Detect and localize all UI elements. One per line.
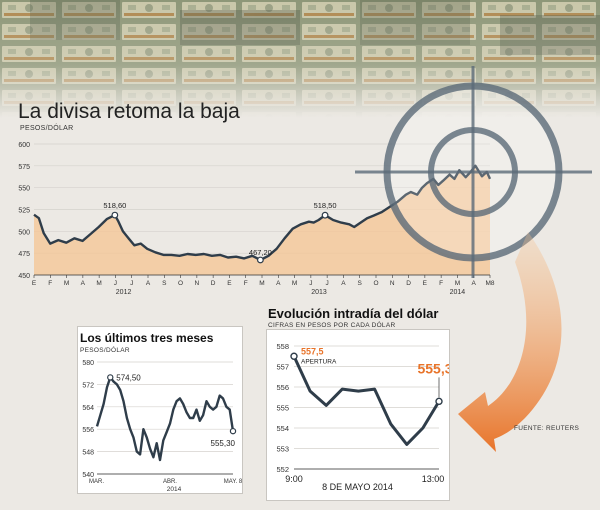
main-annotation-marker [111, 211, 119, 219]
left-ytick-label: 564 [82, 405, 94, 412]
main-xtick-label: O [373, 280, 378, 287]
inset-right-caption: 8 DE MAYO 2014 [322, 482, 393, 492]
right-close-value: 555,3 [417, 360, 449, 376]
main-xtick-label: M8 [485, 280, 494, 287]
main-xtick-label: F [48, 280, 52, 287]
main-unit-label: PESOS/DÓLAR [20, 125, 74, 132]
main-ytick-label: 500 [18, 229, 30, 236]
main-xtick-label: A [472, 280, 477, 287]
main-year-label: 2014 [450, 289, 466, 296]
inset-three-months [77, 326, 243, 494]
main-annotation-label: 467,20 [249, 248, 272, 257]
left-ytick-label: 572 [82, 382, 94, 389]
main-xtick-label: A [81, 280, 86, 287]
main-xtick-label: A [341, 280, 346, 287]
main-xtick-label: J [309, 280, 312, 287]
main-area-fill [34, 165, 490, 275]
left-xtick-label: MAR. [89, 479, 104, 485]
right-ytick-label: 553 [276, 445, 289, 454]
main-xtick-label: N [390, 280, 395, 287]
main-annotation-label: 518,50 [314, 201, 337, 210]
right-ytick-label: 556 [276, 383, 289, 392]
left-xtick-label: ABR. [163, 479, 177, 485]
left-xtick-label: MAY. 8 [224, 479, 242, 485]
main-xtick-label: N [195, 280, 200, 287]
left-ytick-label: 548 [82, 450, 94, 457]
left-ytick-label: 540 [82, 472, 94, 479]
inset-right-chart: 552 553 554 555 556 557 558 557,5 APERTURA 555,3… [276, 342, 449, 484]
left-annotation-label: 574,50 [116, 373, 141, 382]
right-ytick-label: 552 [276, 465, 289, 474]
right-xtick-label: 13:00 [422, 474, 445, 484]
inset-right-unit: CIFRAS EN PESOS POR CADA DÓLAR [268, 322, 396, 329]
right-close-marker [435, 397, 443, 406]
inset-left-unit: PESOS/DÓLAR [80, 347, 130, 354]
main-xtick-label: E [227, 280, 232, 287]
main-year-label: 2012 [116, 289, 132, 296]
main-annotation-marker [256, 256, 264, 264]
main-ytick-label: 525 [18, 208, 30, 215]
right-ytick-label: 555 [276, 404, 289, 413]
main-xtick-label: M [96, 280, 101, 287]
money-stacks-banner [0, 0, 600, 118]
main-ytick-label: 550 [18, 186, 30, 193]
right-ytick-label: 554 [276, 424, 289, 433]
right-ytick-label: 557 [276, 363, 289, 372]
main-xtick-label: D [406, 280, 411, 287]
inset-left-title: Los últimos tres meses [80, 331, 214, 345]
main-xtick-label: A [276, 280, 281, 287]
main-year-label: 2013 [311, 289, 327, 296]
page-title: La divisa retoma la baja [18, 100, 240, 123]
left-ytick-label: 556 [82, 427, 94, 434]
main-ytick-label: 475 [18, 251, 30, 258]
main-xtick-label: D [211, 280, 216, 287]
main-xtick-label: O [178, 280, 183, 287]
right-xtick-label: 9:00 [285, 474, 303, 484]
main-xtick-label: E [423, 280, 428, 287]
main-xtick-label: A [146, 280, 151, 287]
main-xtick-label: J [114, 280, 117, 287]
right-ytick-label: 558 [276, 342, 289, 351]
main-xtick-label: M [259, 280, 264, 287]
source-label: FUENTE: REUTERS [514, 425, 580, 432]
main-xtick-label: S [162, 280, 167, 287]
left-annotation-marker [229, 427, 237, 435]
main-xtick-label: M [455, 280, 460, 287]
main-xtick-label: F [439, 280, 443, 287]
right-open-label: APERTURA [301, 358, 337, 365]
right-open-value: 557,5 [301, 346, 324, 356]
main-ytick-label: 450 [18, 273, 30, 280]
main-xtick-label: S [358, 280, 363, 287]
left-year-label: 2014 [167, 486, 182, 493]
left-annotation-label: 555,30 [211, 439, 236, 448]
inset-right-title: Evolución intradía del dólar [268, 306, 439, 321]
main-xtick-label: E [32, 280, 37, 287]
left-annotation-marker [107, 374, 114, 381]
main-xtick-label: J [130, 280, 133, 287]
inset-left-series-line [95, 376, 235, 462]
inset-left-chart: 540 548 556 564 572 580 574,50 555,30 MAR. ABR.… [82, 360, 242, 493]
main-xtick-label: M [292, 280, 297, 287]
right-open-marker [290, 352, 298, 360]
main-xtick-label: F [244, 280, 248, 287]
main-annotation-label: 518,60 [103, 201, 126, 210]
main-xtick-label: J [326, 280, 329, 287]
left-ytick-label: 580 [82, 360, 94, 367]
main-ytick-label: 575 [18, 164, 30, 171]
main-annotation-marker [321, 211, 329, 219]
main-ytick-label: 600 [18, 142, 30, 149]
inset-right-series-line [292, 355, 441, 446]
main-xtick-label: M [64, 280, 69, 287]
